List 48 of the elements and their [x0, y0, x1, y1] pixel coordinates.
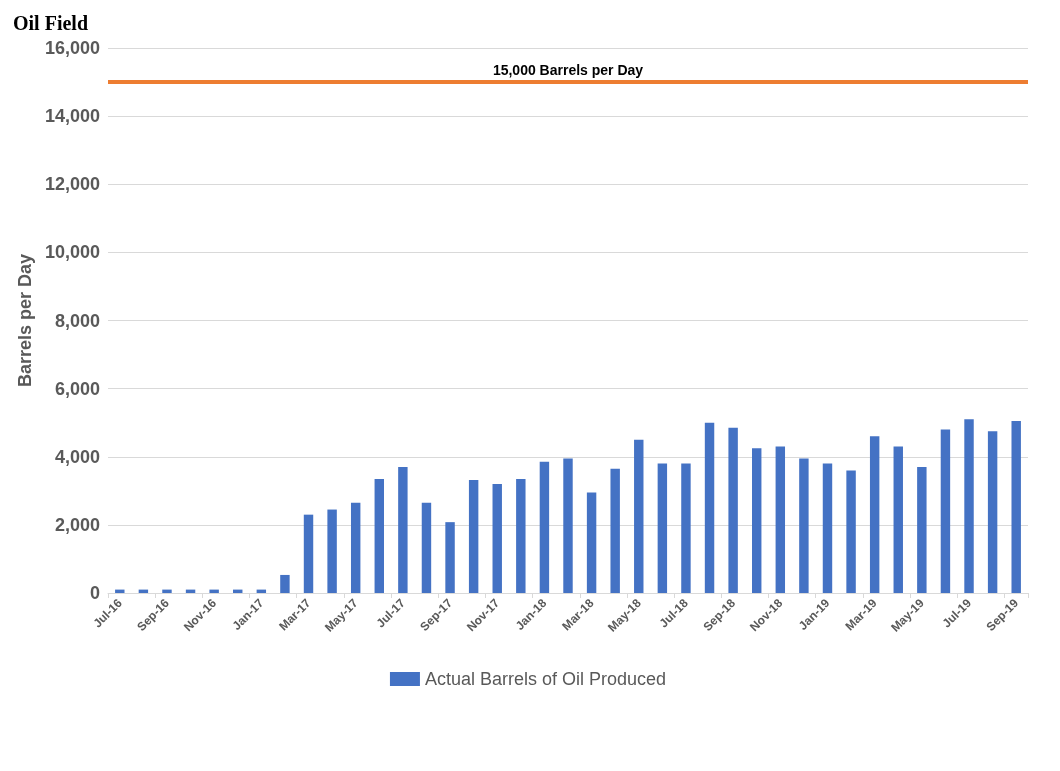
- bar: [846, 470, 856, 593]
- bar: [445, 522, 455, 593]
- bar: [775, 446, 786, 593]
- bar: [303, 514, 314, 593]
- bar: [398, 466, 408, 593]
- bar: [681, 463, 691, 593]
- bar: [657, 463, 668, 593]
- ref-line-label: 15,000 Barrels per Day: [492, 62, 644, 79]
- bar: [539, 461, 550, 593]
- bar: [374, 478, 384, 593]
- bar: [704, 422, 715, 593]
- legend-label: Actual Barrels of Oil Produced: [424, 669, 667, 689]
- y-tick-label: 6,000: [54, 378, 100, 399]
- bar: [728, 427, 738, 593]
- bar: [917, 466, 927, 593]
- y-tick-label: 14,000: [44, 106, 100, 127]
- bar: [634, 439, 644, 593]
- y-tick-label: 0: [89, 583, 100, 603]
- bar: [752, 448, 762, 593]
- bar: [964, 419, 974, 593]
- y-tick-label: 8,000: [54, 310, 100, 331]
- bar: [327, 509, 337, 593]
- bar: [610, 468, 620, 593]
- y-axis-title: Barrels per Day: [15, 253, 36, 388]
- bar: [799, 458, 809, 593]
- y-tick-label: 16,000: [44, 38, 100, 58]
- y-tick-label: 10,000: [44, 242, 100, 263]
- chart-title: Oil Field: [13, 12, 88, 34]
- bar: [209, 589, 219, 593]
- bar: [162, 589, 172, 593]
- bar: [893, 446, 903, 593]
- bar: [563, 458, 573, 593]
- bar: [987, 431, 998, 593]
- bar: [492, 484, 502, 593]
- bar: [516, 478, 526, 593]
- bar: [1011, 420, 1021, 593]
- y-tick-label: 4,000: [54, 446, 100, 467]
- bar: [115, 589, 125, 593]
- bar: [940, 429, 951, 593]
- bar: [421, 502, 432, 593]
- bar: [280, 574, 290, 593]
- bar: [350, 502, 361, 593]
- y-tick-label: 12,000: [44, 174, 100, 195]
- bar: [468, 479, 479, 593]
- y-tick-label: 2,000: [54, 514, 100, 535]
- bar: [869, 436, 880, 593]
- bar: [822, 463, 833, 593]
- bar: [586, 492, 597, 593]
